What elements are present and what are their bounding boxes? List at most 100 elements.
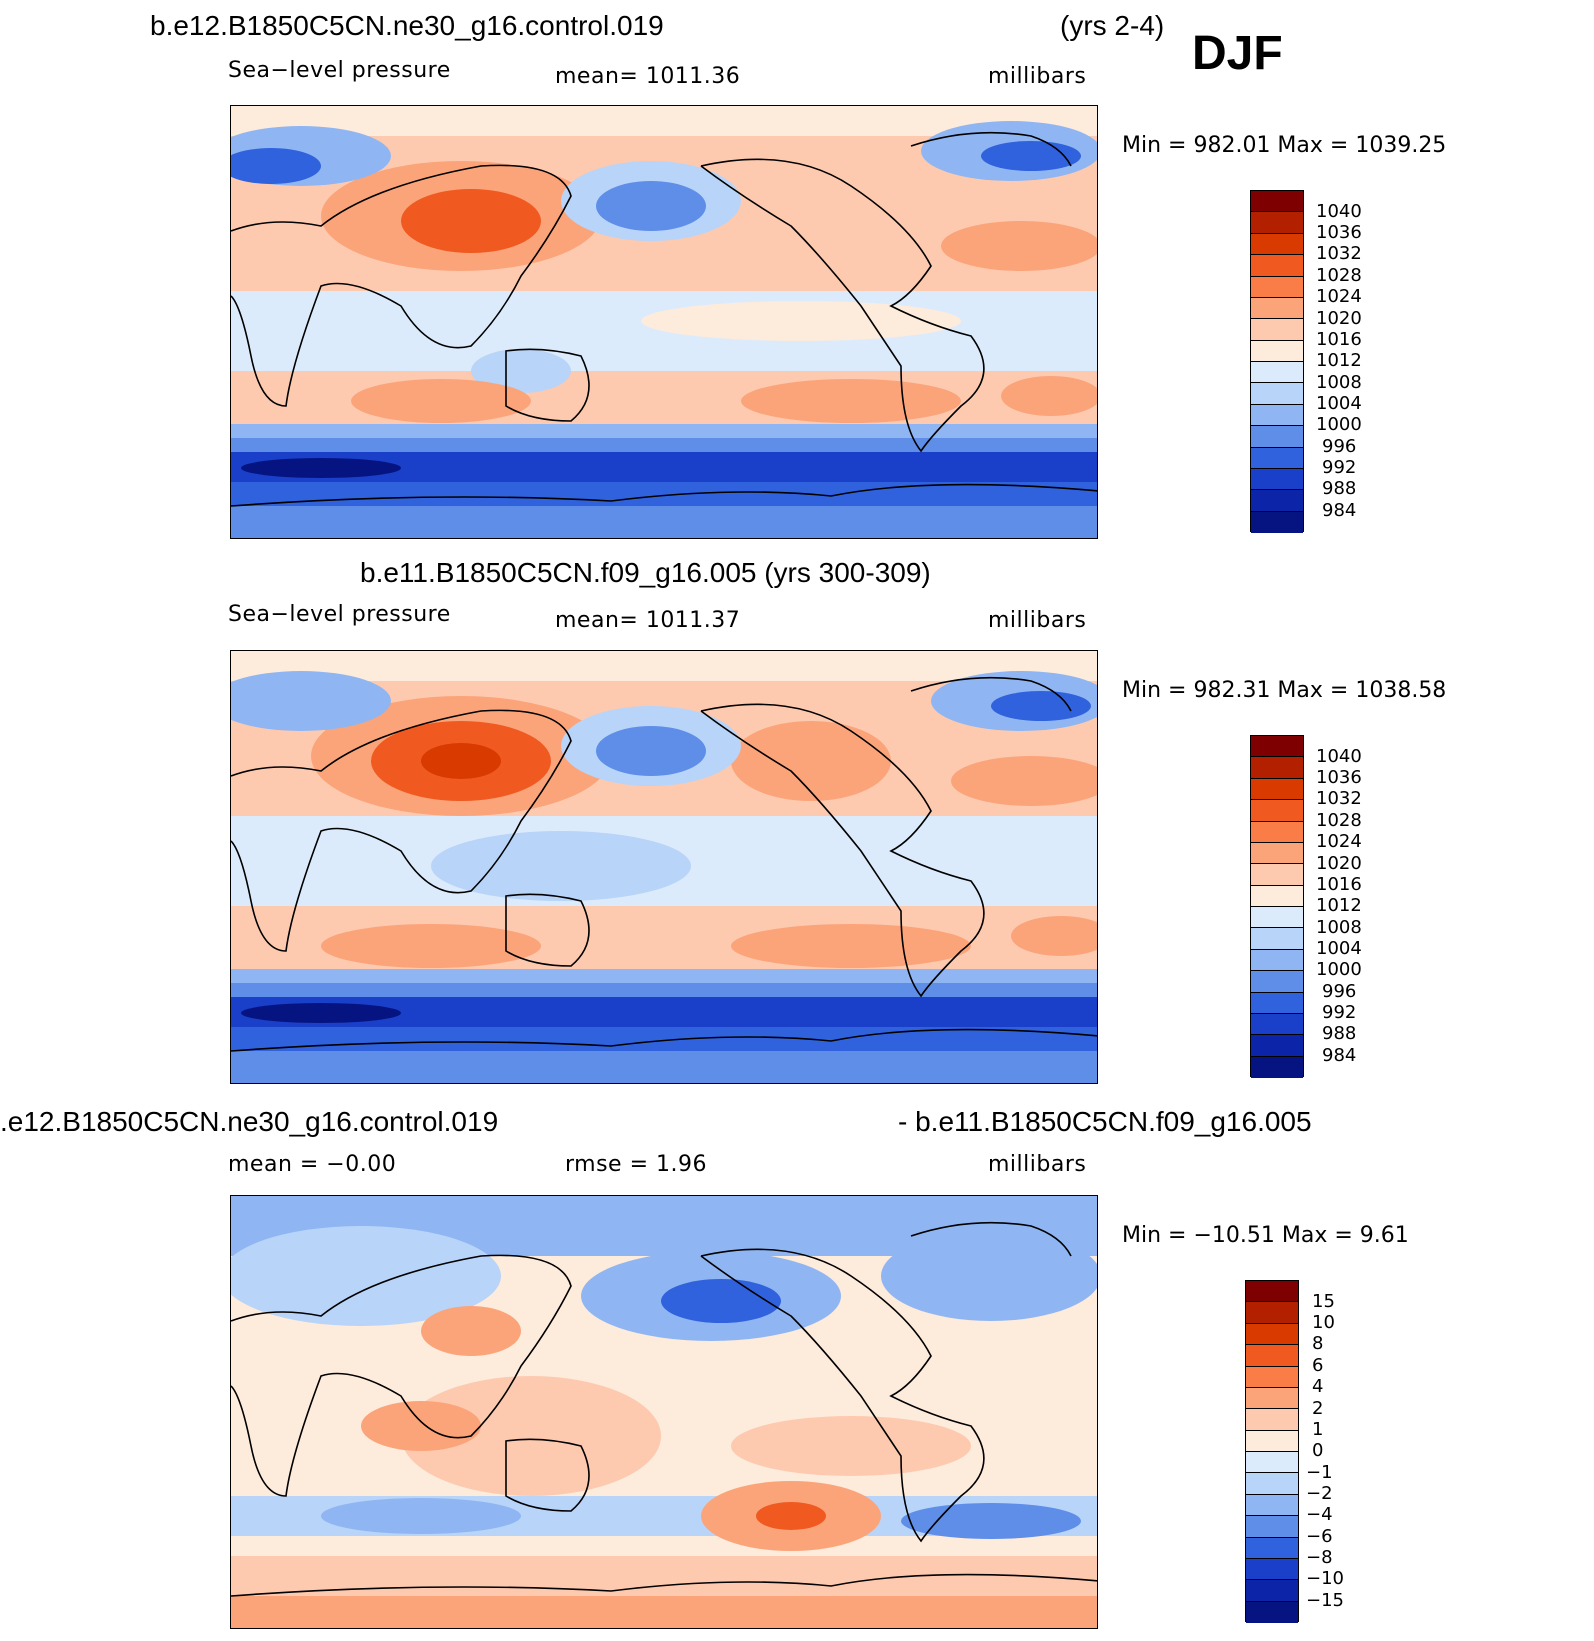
colorbar-swatch <box>1251 383 1303 405</box>
panel3-units: millibars <box>988 1152 1087 1177</box>
colorbar-label: 992 <box>1322 457 1357 478</box>
colorbar-swatch <box>1251 297 1303 320</box>
colorbar-swatch <box>1251 971 1303 993</box>
panel2-units: millibars <box>988 608 1087 633</box>
colorbar-swatch <box>1246 1345 1298 1367</box>
panel1-variable: Sea−level pressure <box>228 58 451 83</box>
colorbar-swatch <box>1246 1409 1298 1431</box>
colorbar-swatch <box>1251 757 1303 779</box>
panel2-title: b.e11.B1850C5CN.f09_g16.005 (yrs 300-309… <box>360 557 931 588</box>
colorbar-swatch <box>1251 992 1303 1014</box>
panel3-colorbar <box>1245 1280 1299 1623</box>
colorbar-label: 1036 <box>1316 767 1362 788</box>
colorbar-label: 1008 <box>1316 372 1362 393</box>
colorbar-label: 8 <box>1312 1333 1324 1354</box>
colorbar-swatch <box>1251 907 1303 929</box>
colorbar-label: 996 <box>1322 981 1357 1002</box>
colorbar-label: −1 <box>1306 1462 1333 1483</box>
panel2-minmax: Min = 982.31 Max = 1038.58 <box>1122 678 1447 703</box>
panel3-mean: mean = −0.00 <box>228 1152 397 1177</box>
colorbar-label: 988 <box>1322 1023 1357 1044</box>
panel2-map-graphic <box>231 651 1097 1083</box>
colorbar-label: 1036 <box>1316 222 1362 243</box>
colorbar-label: 1040 <box>1316 201 1362 222</box>
colorbar-swatch <box>1251 490 1303 512</box>
colorbar-swatch <box>1246 1601 1298 1623</box>
colorbar-swatch <box>1251 340 1303 362</box>
colorbar-label: 1012 <box>1316 350 1362 371</box>
colorbar-swatch <box>1246 1516 1298 1538</box>
colorbar-swatch <box>1251 821 1303 843</box>
colorbar-label: 1032 <box>1316 788 1362 809</box>
panel3-subtrahend: - b.e11.B1850C5CN.f09_g16.005 <box>898 1106 1312 1137</box>
colorbar-swatch <box>1246 1558 1298 1581</box>
colorbar-label: −8 <box>1306 1547 1333 1568</box>
colorbar-label: 15 <box>1312 1291 1335 1312</box>
panel2-mean: mean= 1011.37 <box>555 608 741 633</box>
colorbar-label: 1008 <box>1316 917 1362 938</box>
colorbar-swatch <box>1251 404 1303 427</box>
colorbar-swatch <box>1246 1302 1298 1324</box>
colorbar-swatch <box>1251 800 1303 822</box>
colorbar-label: 1020 <box>1316 308 1362 329</box>
colorbar-label: 1028 <box>1316 810 1362 831</box>
colorbar-label: 984 <box>1322 500 1357 521</box>
colorbar-swatch <box>1251 468 1303 491</box>
colorbar-swatch <box>1251 362 1303 384</box>
colorbar-swatch <box>1251 842 1303 865</box>
panel1-minmax: Min = 982.01 Max = 1039.25 <box>1122 133 1447 158</box>
colorbar-swatch <box>1246 1281 1298 1303</box>
panel1-units: millibars <box>988 64 1087 89</box>
colorbar-label: 1016 <box>1316 874 1362 895</box>
colorbar-label: −6 <box>1306 1526 1333 1547</box>
colorbar-swatch <box>1251 212 1303 234</box>
colorbar-label: 988 <box>1322 478 1357 499</box>
colorbar-swatch <box>1251 319 1303 341</box>
colorbar-swatch <box>1246 1387 1298 1410</box>
colorbar-swatch <box>1246 1473 1298 1495</box>
colorbar-label: 2 <box>1312 1398 1324 1419</box>
colorbar-label: −15 <box>1306 1590 1344 1611</box>
colorbar-swatch <box>1251 1013 1303 1036</box>
colorbar-swatch <box>1246 1430 1298 1452</box>
panel3-title: .e12.B1850C5CN.ne30_g16.control.019 <box>0 1106 499 1137</box>
colorbar-label: −2 <box>1306 1483 1333 1504</box>
panel3-minmax: Min = −10.51 Max = 9.61 <box>1122 1223 1409 1248</box>
colorbar-swatch <box>1251 949 1303 972</box>
panel1-mean: mean= 1011.36 <box>555 64 741 89</box>
colorbar-label: 1040 <box>1316 746 1362 767</box>
colorbar-swatch <box>1251 233 1303 256</box>
panel1-map-graphic <box>231 106 1097 538</box>
colorbar-label: 1032 <box>1316 243 1362 264</box>
colorbar-label: 1004 <box>1316 938 1362 959</box>
colorbar-label: 1016 <box>1316 329 1362 350</box>
colorbar-label: 1004 <box>1316 393 1362 414</box>
colorbar-swatch <box>1251 1035 1303 1057</box>
panel2-colorbar <box>1250 735 1304 1078</box>
colorbar-swatch <box>1251 447 1303 469</box>
colorbar-swatch <box>1251 276 1303 298</box>
colorbar-label: 1 <box>1312 1419 1324 1440</box>
colorbar-label: 6 <box>1312 1355 1324 1376</box>
colorbar-label: 1024 <box>1316 286 1362 307</box>
panel1-title: b.e12.B1850C5CN.ne30_g16.control.019 <box>150 10 664 41</box>
colorbar-label: 1012 <box>1316 895 1362 916</box>
colorbar-label: 996 <box>1322 436 1357 457</box>
colorbar-swatch <box>1251 736 1303 758</box>
colorbar-label: 4 <box>1312 1376 1324 1397</box>
colorbar-label: 984 <box>1322 1045 1357 1066</box>
colorbar-swatch <box>1251 1056 1303 1078</box>
colorbar-swatch <box>1251 426 1303 448</box>
colorbar-swatch <box>1246 1366 1298 1388</box>
panel3-map-graphic <box>231 1196 1097 1628</box>
panel1-years: (yrs 2-4) <box>1060 10 1165 41</box>
colorbar-label: 0 <box>1312 1440 1324 1461</box>
colorbar-label: 1000 <box>1316 959 1362 980</box>
panel2-variable: Sea−level pressure <box>228 602 451 627</box>
colorbar-label: 992 <box>1322 1002 1357 1023</box>
colorbar-swatch <box>1246 1580 1298 1602</box>
colorbar-label: 1024 <box>1316 831 1362 852</box>
panel1-colorbar <box>1250 190 1304 533</box>
colorbar-swatch <box>1251 255 1303 277</box>
colorbar-label: −4 <box>1306 1504 1333 1525</box>
